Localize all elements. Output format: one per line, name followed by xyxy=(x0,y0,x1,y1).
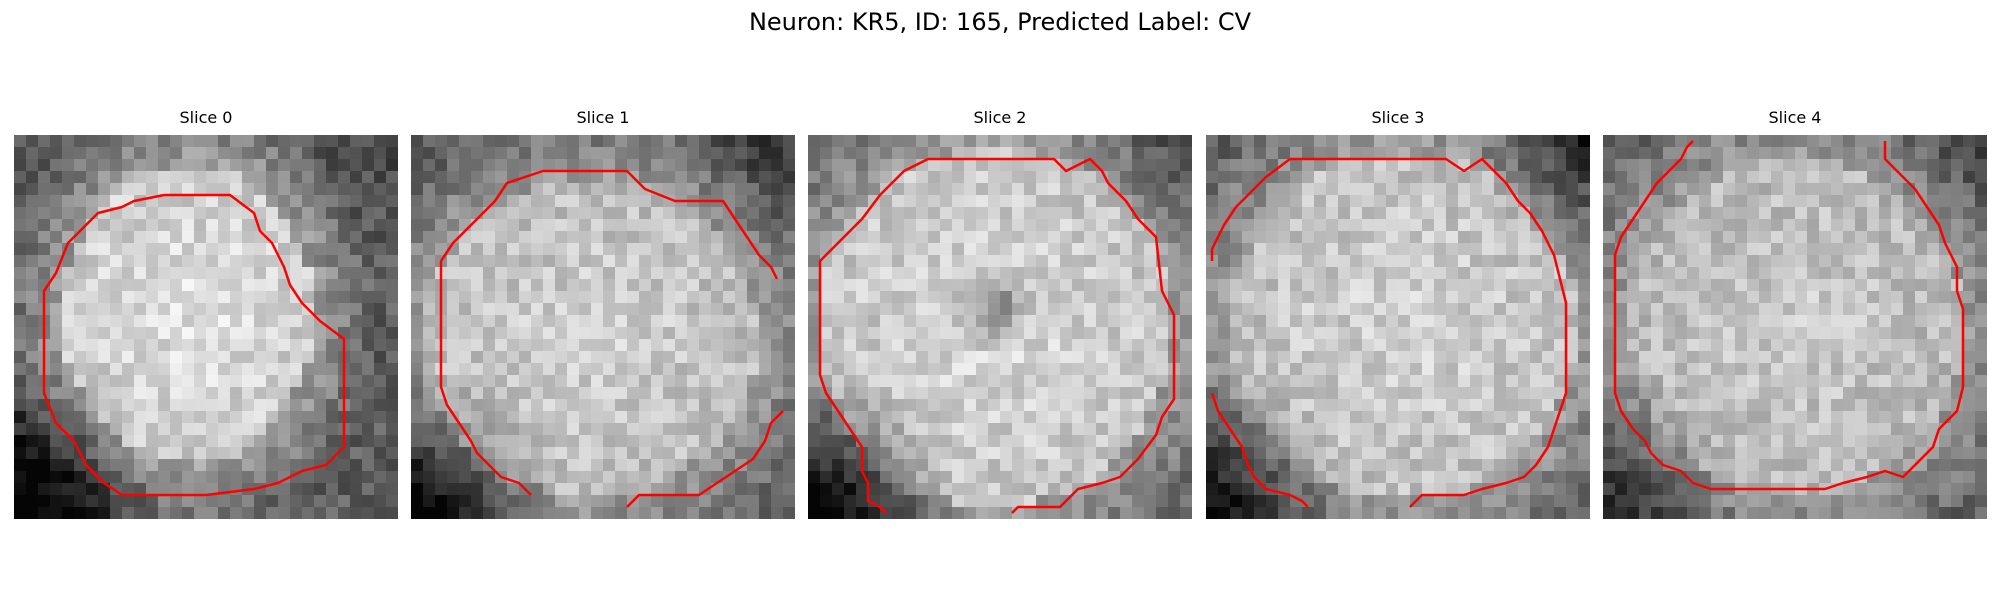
segmentation-contour xyxy=(928,157,1176,514)
slice-image xyxy=(411,135,795,519)
slice-title: Slice 2 xyxy=(973,108,1027,127)
segmentation-contour xyxy=(42,193,346,497)
segmentation-contour xyxy=(1290,157,1568,508)
slice-title: Slice 1 xyxy=(576,108,630,127)
segmentation-contour xyxy=(1210,158,1291,261)
panel-slice-0: Slice 0 xyxy=(14,108,398,519)
segmentation-contour xyxy=(439,261,532,496)
slice-title: Slice 3 xyxy=(1371,108,1425,127)
figure-title: Neuron: KR5, ID: 165, Predicted Label: C… xyxy=(748,8,1252,36)
segmentation-contour xyxy=(1613,140,1965,491)
panel-slice-1: Slice 1 xyxy=(411,108,795,519)
segmentation-contour xyxy=(626,410,784,508)
panel-slice-2: Slice 2 xyxy=(808,108,1192,519)
panel-slice-4: Slice 4 xyxy=(1603,108,1987,519)
slice-title: Slice 0 xyxy=(179,108,233,127)
segmentation-contour xyxy=(818,157,929,514)
slice-image xyxy=(1603,135,1987,519)
slice-title: Slice 4 xyxy=(1768,108,1822,127)
slice-image xyxy=(808,135,1192,519)
segmentation-contour xyxy=(1210,392,1309,508)
segmentation-contour xyxy=(439,169,779,280)
slice-image xyxy=(1206,135,1590,519)
panel-slice-3: Slice 3 xyxy=(1206,108,1590,519)
slice-image xyxy=(14,135,398,519)
